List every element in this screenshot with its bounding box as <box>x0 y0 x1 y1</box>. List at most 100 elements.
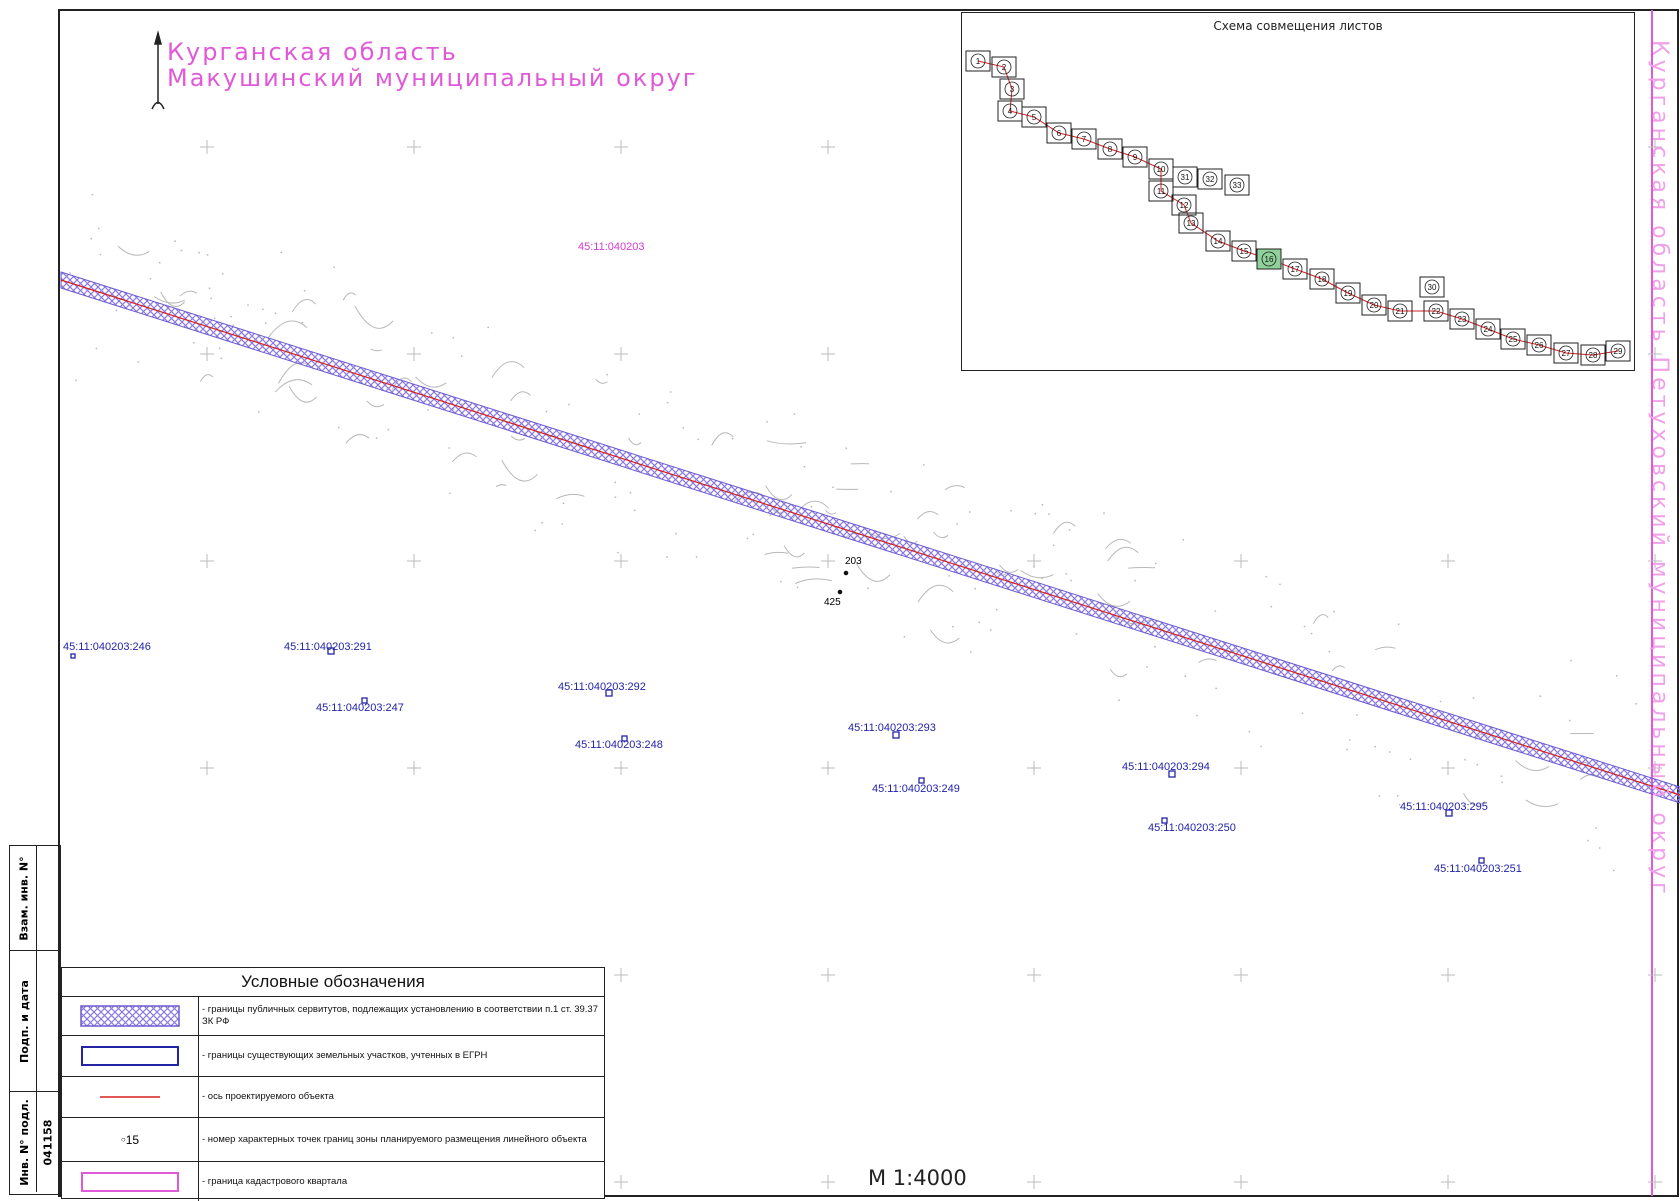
terrain-dot <box>338 427 340 429</box>
sheet-number: 4 <box>1008 107 1013 116</box>
grid-cross <box>1234 554 1248 568</box>
terrain-dot <box>1035 513 1037 515</box>
stamp-field: Взам. инв. N° <box>18 856 31 940</box>
terrain-dot <box>978 622 980 624</box>
terrain-dot <box>1076 633 1078 635</box>
inventory-number: 041158 <box>42 1119 55 1165</box>
terrain-dot <box>262 308 264 310</box>
terrain-line <box>502 460 538 481</box>
sheet-31[interactable]: 31 <box>1173 167 1197 187</box>
sheet-number: 15 <box>1240 247 1249 256</box>
terrain-dot <box>832 486 834 488</box>
terrain-dot <box>69 272 71 274</box>
sheet-23[interactable]: 23 <box>1450 309 1474 329</box>
terrain-dot <box>923 464 925 466</box>
terrain-dot <box>1042 504 1044 506</box>
terrain-line <box>629 438 641 445</box>
terrain-dot <box>956 523 958 525</box>
terrain-dot <box>969 511 971 513</box>
terrain-dot <box>974 588 976 590</box>
terrain-line <box>596 379 608 383</box>
sheet-6[interactable]: 6 <box>1047 123 1071 143</box>
terrain-dot <box>247 304 249 306</box>
sheet-28[interactable]: 28 <box>1581 345 1605 365</box>
terrain-dot <box>804 466 806 468</box>
terrain-dot <box>193 342 195 344</box>
terrain-dot <box>487 327 489 329</box>
terrain-dot <box>431 332 433 334</box>
terrain-dot <box>1389 751 1391 753</box>
parcel-label: 45:11:040203:251 <box>1434 863 1522 875</box>
terrain-dot <box>1182 539 1184 541</box>
parcel-label: 45:11:040203:250 <box>1148 822 1236 834</box>
sheet-5[interactable]: 5 <box>1022 107 1046 127</box>
terrain-line <box>712 433 734 446</box>
terrain-dot <box>634 510 636 512</box>
terrain-dot <box>210 297 212 299</box>
sheet-32[interactable]: 32 <box>1198 169 1222 189</box>
grid-cross <box>200 347 214 361</box>
terrain-dot <box>606 374 608 376</box>
terrain-dot <box>1587 840 1589 842</box>
sheet-33[interactable]: 33 <box>1225 175 1249 195</box>
terrain-dot <box>1196 715 1198 717</box>
terrain-line <box>765 552 789 554</box>
sheet-8[interactable]: 8 <box>1098 139 1122 159</box>
sheet-14[interactable]: 14 <box>1206 231 1230 251</box>
grid-cross <box>1234 761 1248 775</box>
sheet-20[interactable]: 20 <box>1362 295 1386 315</box>
sheet-number: 5 <box>1032 113 1037 122</box>
terrain-dot <box>1333 611 1335 613</box>
grid-cross <box>1234 968 1248 982</box>
terrain-dot <box>1346 749 1348 751</box>
terrain-dot <box>230 316 232 318</box>
sheet-29[interactable]: 29 <box>1606 341 1630 361</box>
sheet-number: 23 <box>1458 315 1467 324</box>
terrain-line <box>371 349 382 351</box>
terrain-line <box>292 300 316 313</box>
terrain-dot <box>280 252 282 254</box>
terrain-dot <box>752 533 754 535</box>
sheet-16[interactable]: 16 <box>1257 249 1281 269</box>
sheet-2[interactable]: 2 <box>992 57 1016 77</box>
sheet-18[interactable]: 18 <box>1310 269 1334 289</box>
sheet-13[interactable]: 13 <box>1179 213 1203 233</box>
terrain-line <box>930 630 959 643</box>
sheet-24[interactable]: 24 <box>1476 319 1500 339</box>
sheet-27[interactable]: 27 <box>1554 343 1578 363</box>
sheet-1[interactable]: 1 <box>966 51 990 71</box>
sheet-15[interactable]: 15 <box>1232 241 1256 261</box>
sheet-3[interactable]: 3 <box>1000 79 1024 99</box>
sheet-25[interactable]: 25 <box>1501 329 1525 349</box>
terrain-dot <box>1260 746 1262 748</box>
terrain-line <box>784 546 804 557</box>
terrain-line <box>511 392 531 401</box>
sheet-4[interactable]: 4 <box>998 101 1022 121</box>
sheet-30[interactable]: 30 <box>1420 277 1444 297</box>
sheet-12[interactable]: 12 <box>1172 195 1196 215</box>
grid-cross <box>614 347 628 361</box>
red-line-icon <box>80 1092 180 1102</box>
terrain-dot <box>333 267 335 269</box>
sheet-26[interactable]: 26 <box>1527 335 1551 355</box>
grid-cross <box>407 140 421 154</box>
legend-item-text: - номер характерных точек границ зоны пл… <box>199 1118 604 1161</box>
sheet-number: 6 <box>1057 129 1062 138</box>
terrain-dot <box>116 310 118 312</box>
sheet-10[interactable]: 10 <box>1149 159 1173 179</box>
sheet-17[interactable]: 17 <box>1283 259 1307 279</box>
terrain-dot <box>452 337 454 339</box>
sheet-19[interactable]: 19 <box>1336 283 1360 303</box>
sheet-9[interactable]: 9 <box>1123 147 1147 167</box>
terrain-dot <box>137 361 139 363</box>
sheet-11[interactable]: 11 <box>1149 181 1173 201</box>
terrain-dot <box>952 626 954 628</box>
terrain-dot <box>302 322 304 324</box>
grid-cross <box>614 1175 628 1189</box>
terrain-dot <box>670 391 672 393</box>
magenta-rect-icon <box>80 1171 180 1193</box>
sheet-7[interactable]: 7 <box>1072 129 1096 149</box>
terrain-dot <box>209 287 211 289</box>
parcel-label: 45:11:040203:294 <box>1122 761 1210 773</box>
sheet-number: 14 <box>1214 237 1223 246</box>
